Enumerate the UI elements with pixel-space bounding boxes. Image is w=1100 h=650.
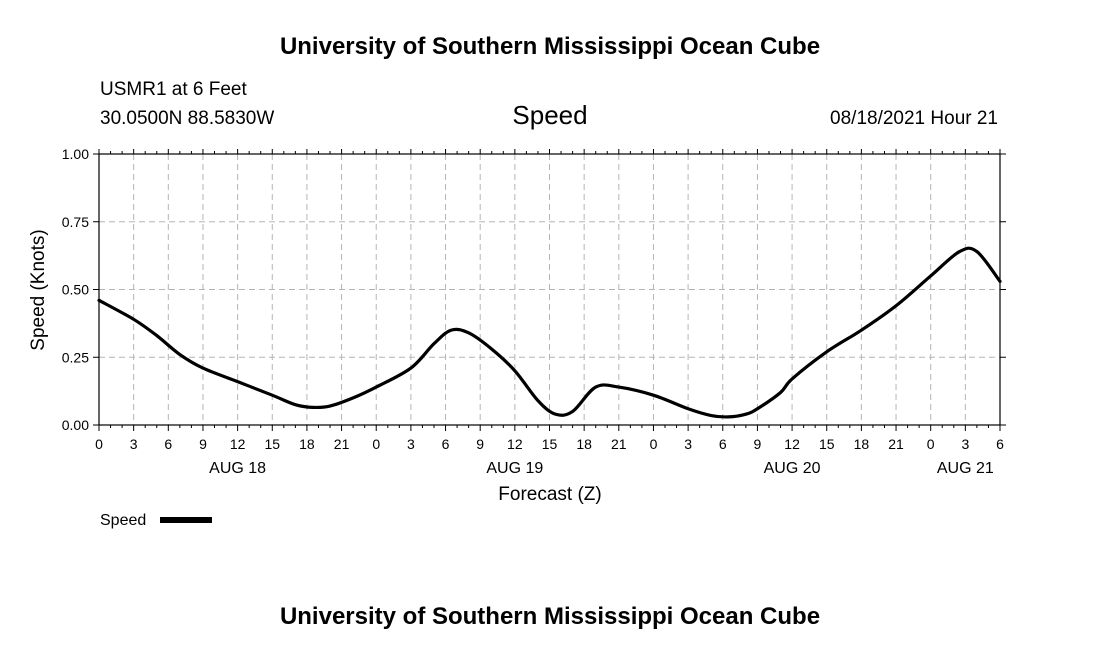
y-tick-label: 0.50 <box>62 282 89 298</box>
x-tick-label: 21 <box>611 436 627 452</box>
x-tick-label: 18 <box>576 436 592 452</box>
x-tick-label: 18 <box>299 436 315 452</box>
x-tick-label: 9 <box>754 436 762 452</box>
x-tick-label: 15 <box>819 436 835 452</box>
page-title: University of Southern Mississippi Ocean… <box>280 33 820 60</box>
series-line-speed <box>97 246 1002 419</box>
x-tick-label: 15 <box>542 436 558 452</box>
y-tick-label: 0.00 <box>62 417 89 433</box>
x-tick-label: 12 <box>784 436 800 452</box>
day-label: AUG 18 <box>209 460 266 477</box>
x-tick-labels: 0 3 6 9 12 15 18 21 0 3 6 9 12 15 18 21 0 3 6 9 12 15 18 21 0 3 6 <box>95 436 1004 452</box>
series-layer <box>97 246 1002 419</box>
x-tick-label: 21 <box>888 436 904 452</box>
y-axis-label: Speed (Knots) <box>28 229 49 350</box>
day-labels: AUG 18 AUG 19 AUG 20 AUG 21 <box>209 460 994 477</box>
station-coordinates: 30.0500N 88.5830W <box>100 108 274 129</box>
day-label: AUG 21 <box>937 460 994 477</box>
x-tick-label: 21 <box>334 436 350 452</box>
x-tick-label: 6 <box>442 436 450 452</box>
x-tick-label: 0 <box>650 436 658 452</box>
y-tick-label: 0.75 <box>62 214 89 230</box>
x-tick-label: 3 <box>684 436 692 452</box>
day-label: AUG 20 <box>764 460 821 477</box>
x-tick-label: 0 <box>372 436 380 452</box>
x-tick-label: 0 <box>927 436 935 452</box>
legend: Speed <box>100 512 212 529</box>
footer-title: University of Southern Mississippi Ocean… <box>280 603 820 630</box>
x-tick-label: 12 <box>507 436 523 452</box>
y-tick-labels: 0.00 0.25 0.50 0.75 1.00 <box>62 146 89 433</box>
x-tick-label: 3 <box>407 436 415 452</box>
x-tick-label: 6 <box>996 436 1004 452</box>
x-tick-label: 9 <box>199 436 207 452</box>
x-tick-label: 6 <box>719 436 727 452</box>
axis-ticks <box>93 149 1006 431</box>
x-tick-label: 0 <box>95 436 103 452</box>
y-tick-label: 0.25 <box>62 349 89 365</box>
x-tick-label: 9 <box>476 436 484 452</box>
day-label: AUG 19 <box>486 460 543 477</box>
legend-label: Speed <box>100 512 146 529</box>
x-tick-label: 12 <box>230 436 246 452</box>
x-axis-label: Forecast (Z) <box>498 484 601 505</box>
chart-title: Speed <box>512 100 587 130</box>
station-label: USMR1 at 6 Feet <box>100 79 247 100</box>
x-tick-label: 3 <box>961 436 969 452</box>
x-tick-label: 15 <box>264 436 280 452</box>
x-tick-label: 6 <box>164 436 172 452</box>
x-tick-label: 3 <box>130 436 138 452</box>
forecast-timestamp: 08/18/2021 Hour 21 <box>830 108 998 129</box>
x-tick-label: 18 <box>854 436 870 452</box>
legend-swatch <box>160 517 212 523</box>
gridlines <box>99 154 1000 425</box>
y-tick-label: 1.00 <box>62 146 89 162</box>
